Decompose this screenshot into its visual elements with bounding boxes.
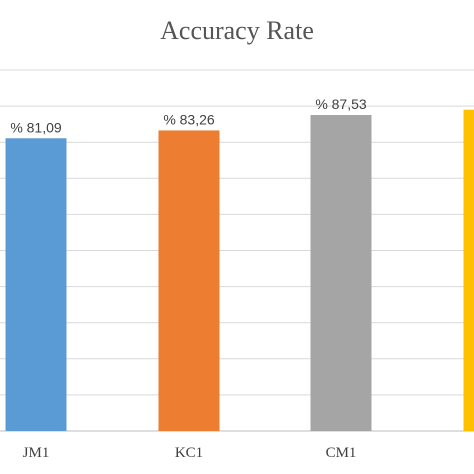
data-labels: % 81,09% 83,26% 87,53% — [10, 96, 367, 135]
data-label-jm1: % 81,09 — [10, 119, 62, 135]
category-label-kc1: KC1 — [175, 445, 203, 461]
category-labels: JM1KC1CM1PC1 — [23, 445, 357, 461]
category-label-cm1: CM1 — [326, 445, 357, 461]
data-label-cm1: % 87,53 — [315, 96, 367, 112]
chart-title: Accuracy Rate — [160, 16, 314, 45]
bar-pc1 — [463, 109, 474, 432]
bar-jm1 — [5, 138, 67, 431]
category-label-jm1: JM1 — [23, 445, 50, 461]
bar-cm1 — [310, 115, 372, 432]
gridlines — [0, 69, 474, 432]
bar-kc1 — [158, 130, 220, 431]
bars — [5, 109, 474, 432]
data-label-kc1: % 83,26 — [163, 111, 215, 127]
